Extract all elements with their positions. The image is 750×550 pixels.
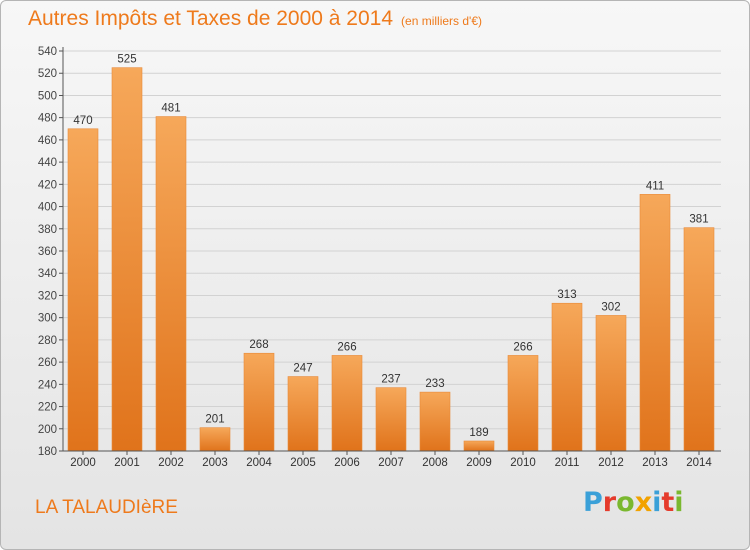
logo-letter: P: [583, 487, 603, 518]
y-tick-label: 180: [38, 446, 57, 458]
y-tick-label: 220: [38, 402, 57, 414]
data-label: 247: [293, 363, 312, 375]
y-tick-label: 260: [38, 357, 57, 369]
chart-title: Autres Impôts et Taxes de 2000 à 2014 (en…: [28, 7, 482, 31]
bar: [155, 116, 187, 452]
x-tick-label: 2014: [686, 457, 712, 469]
chart-title-text: Autres Impôts et Taxes de 2000 à 2014: [28, 7, 394, 30]
bar: [419, 391, 451, 452]
axes: 180 200 220 240 260 280 300 320 340 360 380 400 420 4…: [38, 46, 721, 469]
bar: [551, 302, 583, 452]
bar: [463, 440, 495, 452]
x-tick-label: 2007: [378, 457, 404, 469]
logo-letter: x: [634, 487, 653, 518]
data-label: 470: [73, 115, 92, 127]
x-tick-label: 2009: [466, 457, 492, 469]
x-tick-label: 2013: [642, 457, 668, 469]
y-tick-label: 440: [38, 157, 57, 169]
data-label: 201: [205, 414, 224, 426]
data-label: 189: [469, 427, 488, 439]
y-tick-label: 540: [38, 46, 57, 58]
data-label: 237: [381, 374, 400, 386]
bar: [507, 355, 539, 452]
y-tick-label: 500: [38, 90, 57, 102]
y-tick-label: 320: [38, 290, 57, 302]
y-tick-label: 360: [38, 246, 57, 258]
town-name: LA TALAUDIèRE: [35, 497, 178, 518]
bar: [199, 427, 231, 452]
bar: [639, 194, 671, 452]
data-label: 233: [425, 378, 444, 390]
x-tick-label: 2002: [158, 457, 184, 469]
logo-letter: o: [616, 487, 635, 518]
x-tick-label: 2011: [555, 457, 580, 469]
data-label: 266: [337, 341, 356, 353]
x-tick-label: 2005: [290, 457, 316, 469]
data-label: 525: [117, 54, 136, 66]
chart-title-unit: (en milliers d'€): [401, 14, 483, 28]
y-tick-label: 240: [38, 379, 57, 391]
bar: [243, 352, 275, 452]
data-label: 481: [161, 103, 180, 115]
logo-letter: i: [652, 487, 662, 518]
data-label: 411: [646, 180, 664, 192]
x-tick-label: 2008: [422, 457, 448, 469]
x-tick-label: 2012: [598, 457, 624, 469]
y-tick-label: 520: [38, 68, 57, 80]
bar: [595, 315, 627, 452]
data-label: 313: [557, 289, 576, 301]
data-label: 381: [689, 214, 708, 226]
x-tick-label: 2001: [114, 457, 140, 469]
bar: [375, 387, 407, 452]
data-label: 266: [513, 341, 532, 353]
x-tick-label: 2000: [70, 457, 96, 469]
bars: 470 525 481 201 268 247 266 237 233 189 266 313 302 4…: [67, 54, 715, 452]
logo-letter: i: [674, 487, 684, 518]
x-tick-label: 2010: [510, 457, 536, 469]
bar: [67, 128, 99, 452]
bar: [683, 227, 715, 452]
y-tick-label: 280: [38, 335, 57, 347]
y-tick-label: 200: [38, 424, 57, 436]
x-tick-label: 2003: [202, 457, 228, 469]
y-tick-label: 480: [38, 113, 57, 125]
y-tick-label: 380: [38, 224, 57, 236]
proxiti-logo: Proxiti: [583, 487, 684, 518]
bar: [111, 67, 143, 452]
x-tick-label: 2006: [334, 457, 360, 469]
y-tick-label: 460: [38, 135, 57, 147]
logo-letter: t: [661, 487, 675, 518]
y-tick-label: 400: [38, 202, 57, 214]
data-label: 268: [249, 339, 268, 351]
bar: [331, 355, 363, 452]
y-tick-label: 300: [38, 313, 57, 325]
logo-letter: r: [602, 487, 617, 518]
bar: [287, 376, 319, 452]
data-label: 302: [601, 301, 620, 313]
x-tick-label: 2004: [246, 457, 272, 469]
y-tick-label: 340: [38, 268, 57, 280]
y-tick-label: 420: [38, 179, 57, 191]
